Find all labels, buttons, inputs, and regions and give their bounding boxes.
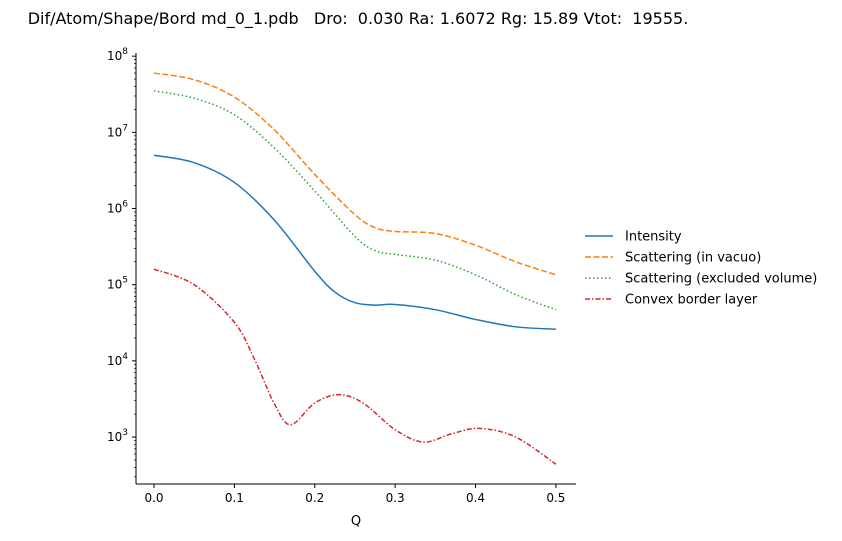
- series-line-scattering-excluded-volume: [153, 90, 557, 311]
- y-tick-label: 108: [107, 47, 128, 63]
- series-line-scattering-in-vacuo: [153, 72, 557, 276]
- series-line-convex-border-layer: [153, 268, 557, 465]
- y-tick-label: 106: [107, 200, 128, 216]
- chart-title: Dif/Atom/Shape/Bord md_0_1.pdb Dro: 0.03…: [28, 9, 689, 29]
- legend-label: Scattering (excluded volume): [625, 272, 817, 287]
- legend-label: Scattering (in vacuo): [625, 251, 761, 266]
- y-tick-label: 105: [107, 276, 128, 292]
- x-axis-label: Q: [351, 514, 361, 529]
- x-tick-label: 0.1: [225, 491, 244, 505]
- x-tick-label: 0.4: [466, 491, 485, 505]
- legend: Intensity Scattering (in vacuo) Scattering…: [585, 230, 817, 308]
- legend-label: Convex border layer: [625, 293, 758, 308]
- y-tick-label: 107: [107, 123, 128, 139]
- legend-label: Intensity: [625, 230, 682, 245]
- x-tick-label: 0.5: [546, 491, 565, 505]
- x-tick-label: 0.0: [144, 491, 163, 505]
- series-line-intensity: [153, 154, 556, 331]
- y-tick-label: 104: [107, 352, 128, 368]
- x-tick-label: 0.2: [305, 491, 324, 505]
- y-tick-label: 103: [107, 428, 128, 444]
- x-tick-label: 0.3: [386, 491, 405, 505]
